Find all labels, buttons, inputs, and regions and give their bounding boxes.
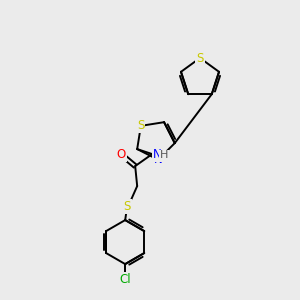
Text: S: S: [196, 52, 204, 64]
Text: Cl: Cl: [119, 273, 131, 286]
Text: N: N: [154, 153, 163, 166]
Text: H: H: [160, 150, 168, 160]
Text: N: N: [153, 148, 162, 160]
Text: S: S: [137, 119, 145, 132]
Text: S: S: [124, 200, 131, 213]
Text: O: O: [117, 148, 126, 160]
